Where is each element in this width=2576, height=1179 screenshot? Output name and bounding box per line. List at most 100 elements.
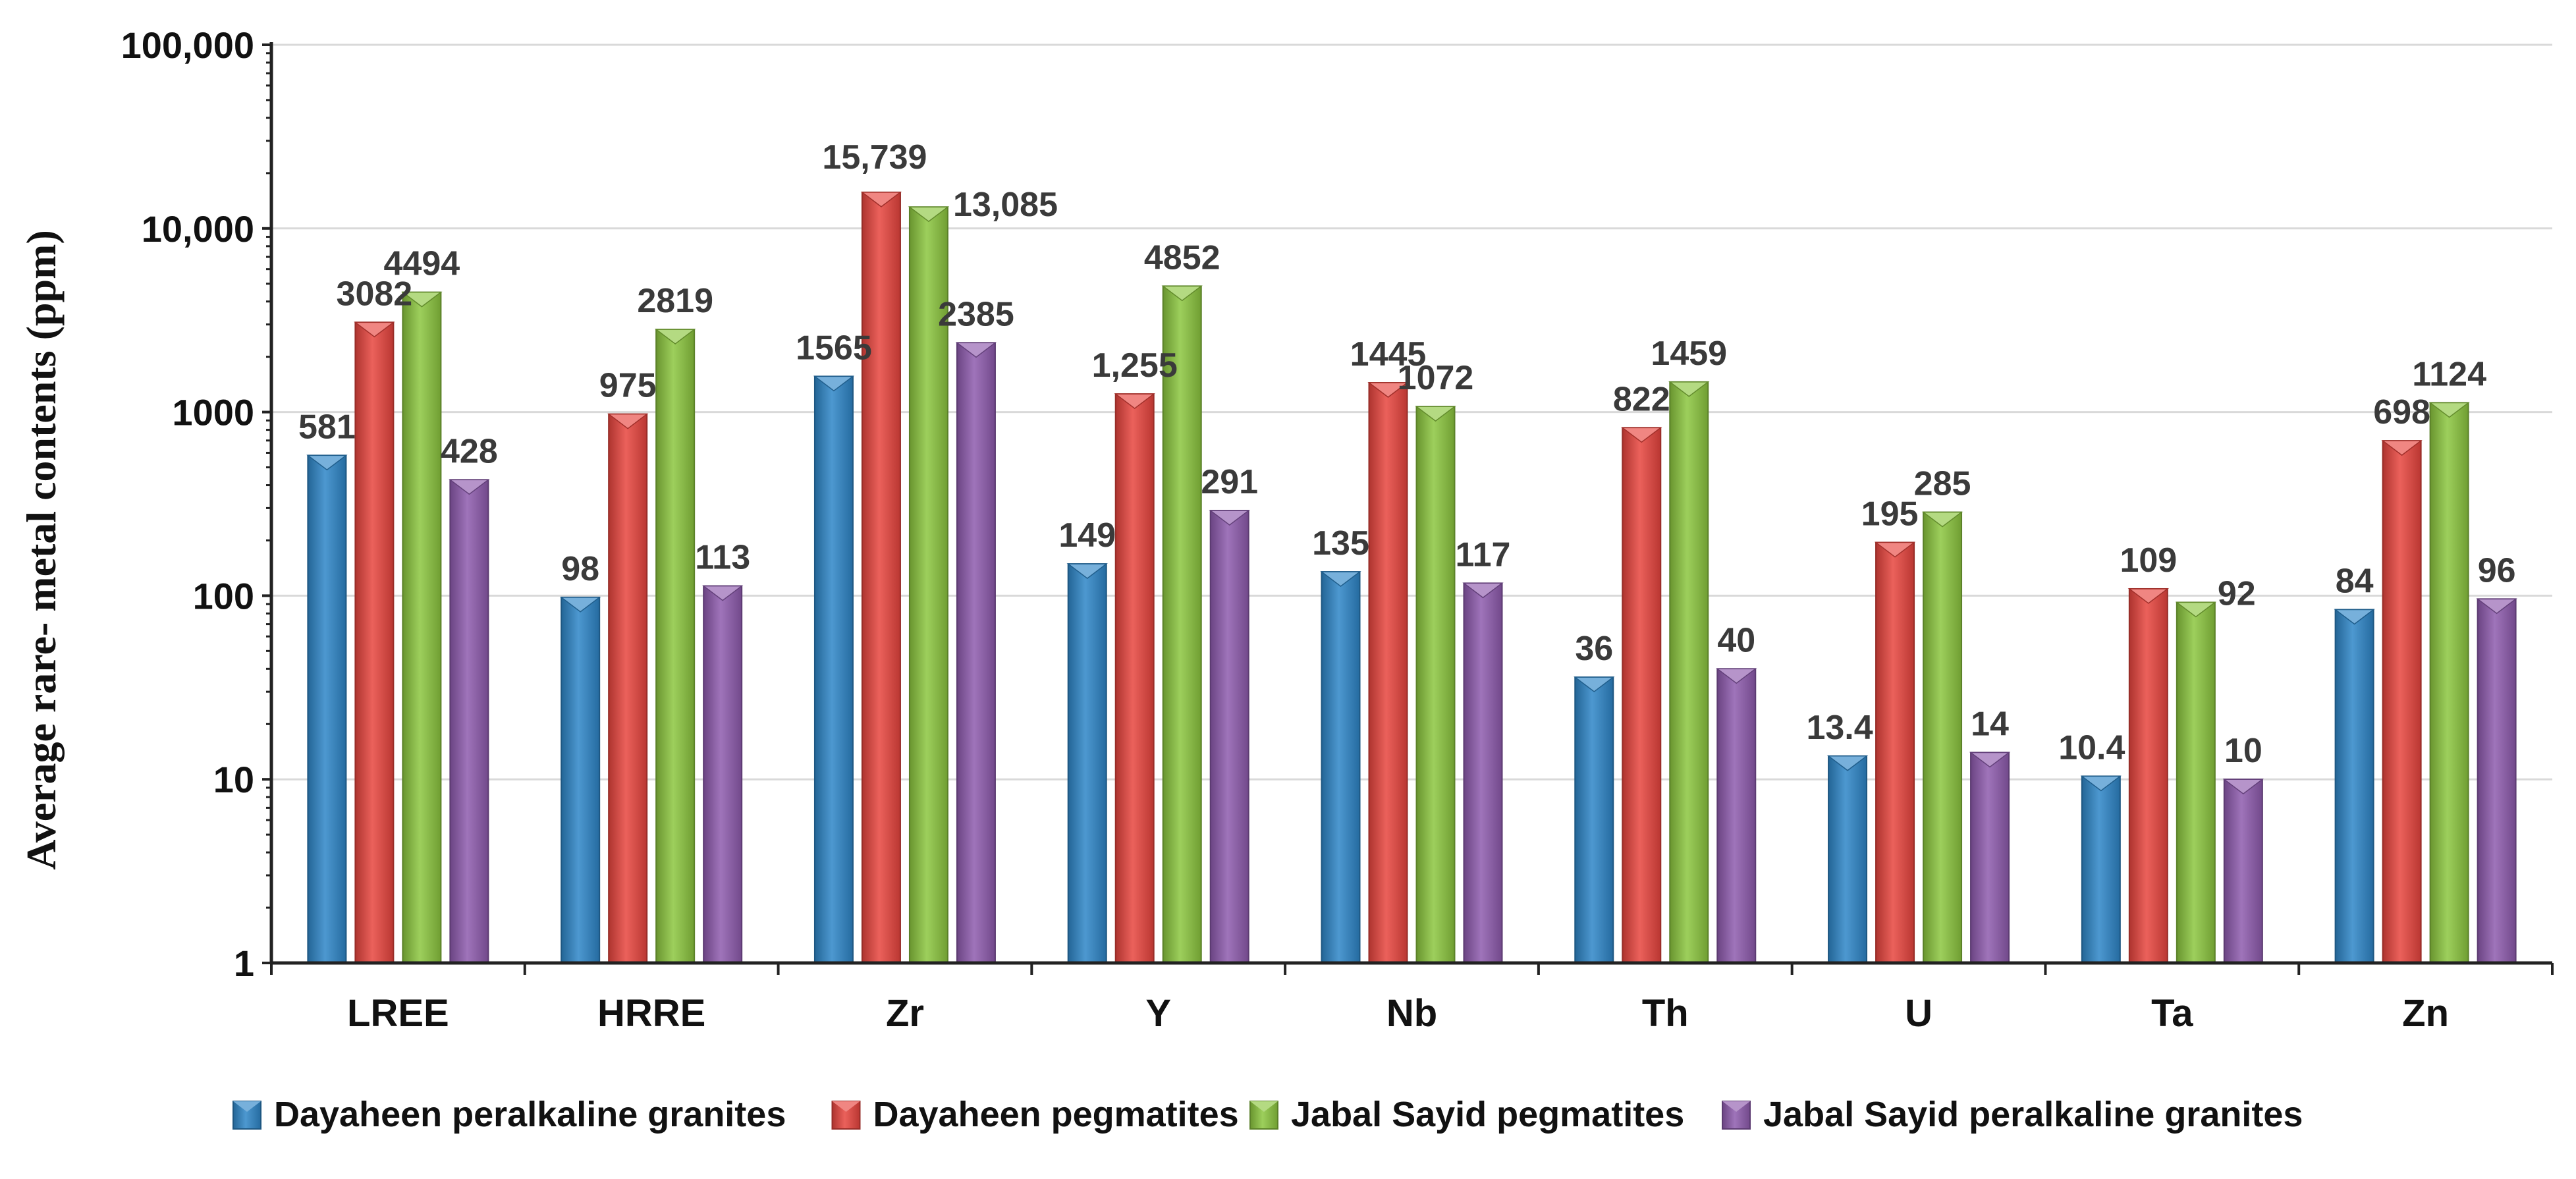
bar-cap — [908, 206, 950, 223]
bar-body — [2128, 588, 2168, 964]
bar-body — [655, 329, 696, 964]
bar-cap — [1621, 427, 1662, 443]
data-label: 36 — [1575, 630, 1613, 668]
bar-cap — [955, 342, 997, 358]
bar — [607, 413, 649, 964]
y-tick-label: 100,000 — [121, 24, 254, 66]
bar — [1114, 393, 1155, 964]
bar — [1574, 676, 1615, 964]
bar-body — [1875, 541, 1915, 964]
bar-cap — [1969, 752, 2011, 768]
bar — [2222, 779, 2264, 964]
x-tick-label: Nb — [1386, 992, 1437, 1035]
data-label: 135 — [1312, 524, 1369, 562]
bar-cap — [401, 291, 443, 308]
bar — [401, 291, 443, 964]
bar-cap — [1921, 511, 1963, 528]
bar — [559, 596, 601, 964]
bar-body — [561, 596, 601, 964]
y-tick-label: 1 — [234, 943, 254, 984]
x-tick-label: LREE — [347, 992, 449, 1035]
legend-label: Jabal Sayid pegmatites — [1291, 1095, 1684, 1134]
bar-cap — [1066, 563, 1108, 580]
bar-body — [1574, 676, 1614, 964]
legend-swatch-cap — [832, 1101, 860, 1112]
bar-cap — [1716, 668, 1757, 684]
bar-cap — [306, 454, 348, 471]
bar-body — [1828, 755, 1868, 964]
bar-cap — [2381, 440, 2423, 456]
data-label: 1565 — [796, 329, 872, 367]
data-label: 2819 — [637, 282, 713, 320]
bar — [1161, 285, 1203, 964]
legend-swatch-cap — [1722, 1101, 1750, 1112]
bar-cap — [1320, 571, 1361, 588]
bar-body — [1368, 382, 1408, 964]
x-tick-label: Zn — [2402, 992, 2449, 1035]
data-label: 149 — [1058, 516, 1116, 555]
bar — [1367, 382, 1409, 964]
bar — [955, 342, 997, 964]
bar-body — [813, 375, 854, 964]
data-label: 4852 — [1144, 238, 1220, 277]
data-label: 84 — [2336, 562, 2374, 601]
bar — [701, 585, 744, 964]
legend-item: Dayaheen peralkaline granites — [233, 1095, 786, 1134]
bar — [1969, 752, 2011, 964]
data-label: 92 — [2218, 574, 2256, 613]
bars — [306, 191, 2517, 964]
x-tick-label: Y — [1145, 992, 1171, 1035]
y-tick-label: 1000 — [172, 392, 254, 433]
bar — [1921, 511, 1963, 964]
data-label: 1459 — [1651, 335, 1727, 373]
bar-cap — [2428, 402, 2470, 418]
bar-body — [354, 321, 395, 964]
bar-body — [2477, 598, 2517, 964]
bar-cap — [701, 585, 744, 601]
bar-cap — [1114, 393, 1155, 410]
bar-cap — [2222, 779, 2264, 795]
bar — [449, 479, 490, 964]
data-label: 4494 — [384, 245, 460, 283]
bar-body — [2334, 609, 2374, 964]
legend-label: Dayaheen pegmatites — [873, 1095, 1239, 1134]
legend-item: Jabal Sayid pegmatites — [1249, 1095, 1684, 1134]
data-label: 117 — [1456, 535, 1511, 574]
bar-body — [2081, 775, 2121, 964]
bar-body — [2429, 402, 2469, 964]
data-label: 13,085 — [953, 186, 1058, 224]
bar-body — [1162, 285, 1202, 964]
bar — [1066, 563, 1108, 964]
bar — [2381, 440, 2423, 964]
bar — [2127, 588, 2170, 964]
bar-cap — [1574, 676, 1615, 693]
bar — [908, 206, 950, 964]
legend-item: Jabal Sayid peralkaline granites — [1722, 1095, 2303, 1134]
bar-cap — [1209, 510, 1250, 526]
bar — [2428, 402, 2470, 964]
bar — [354, 321, 395, 964]
data-label: 285 — [1914, 465, 1971, 503]
y-tick-label: 100 — [193, 575, 254, 617]
bar-body — [956, 342, 996, 964]
x-tick-label: Zr — [886, 992, 924, 1035]
legend-item: Dayaheen pegmatites — [831, 1095, 1239, 1134]
data-label: 1072 — [1398, 359, 1474, 397]
data-label: 698 — [2373, 393, 2430, 431]
gridlines — [271, 43, 2552, 781]
bar-cap — [2476, 598, 2517, 615]
bar-body — [608, 413, 648, 964]
bar-cap — [860, 192, 902, 207]
bar — [1826, 755, 1869, 964]
bar-cap — [449, 479, 490, 495]
data-label: 40 — [1717, 621, 1755, 659]
bar — [1874, 541, 1916, 964]
bar — [1415, 406, 1456, 964]
bar-body — [1114, 393, 1155, 964]
bar-cap — [1415, 406, 1456, 422]
bar — [654, 329, 696, 964]
bar-body — [1716, 668, 1757, 964]
bar-cap — [1462, 582, 1504, 599]
bar — [1320, 571, 1361, 964]
